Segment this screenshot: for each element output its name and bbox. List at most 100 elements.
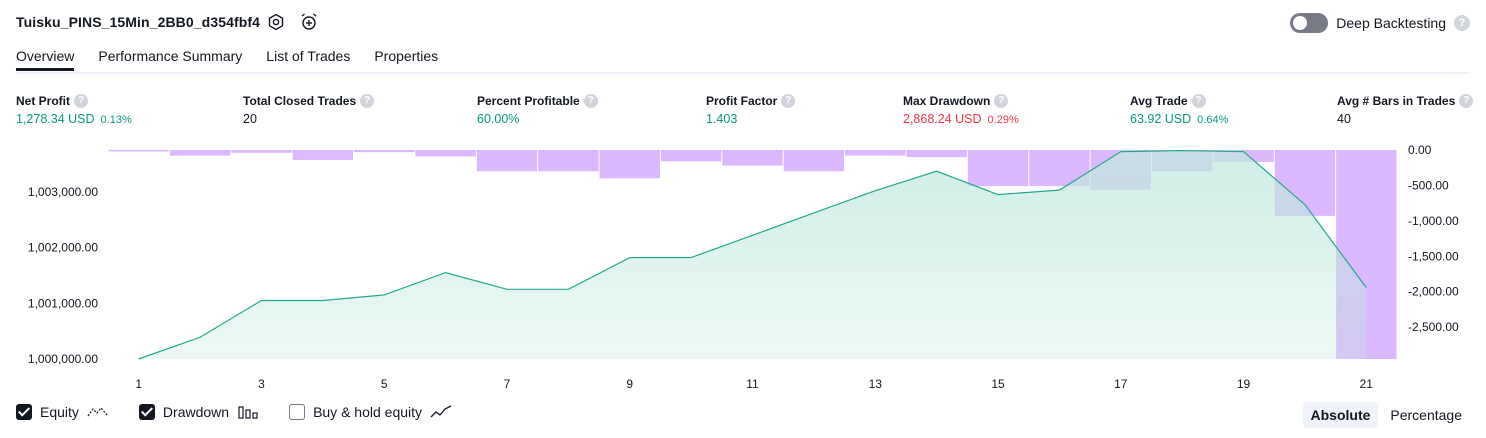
metric-value: 20: [243, 112, 257, 126]
percentage-button[interactable]: Percentage: [1390, 407, 1462, 423]
metric-label: Profit Factor: [706, 94, 778, 108]
equity-area: [138, 150, 1367, 359]
x-axis-label: 5: [381, 377, 388, 391]
metric-net-profit: Net Profit? 1,278.34 USD 0.13%: [16, 94, 132, 126]
drawdown-axis-label: -1,500.00: [1408, 249, 1459, 263]
drawdown-axis-label: -2,000.00: [1408, 285, 1459, 299]
metric-value: 1,278.34 USD: [16, 112, 95, 126]
legend-drawdown-label: Drawdown: [162, 404, 230, 420]
legend-equity[interactable]: Equity: [16, 404, 109, 420]
metric-label: Max Drawdown: [903, 94, 991, 108]
drawdown-bar: [906, 150, 967, 158]
metric-percent: 0.64%: [1197, 114, 1229, 126]
drawdown-bar: [783, 150, 845, 172]
metric-label: Percent Profitable: [477, 94, 580, 108]
drawdown-bar: [476, 150, 538, 172]
legend-buy-hold[interactable]: Buy & hold equity: [289, 404, 452, 420]
equity-line-icon: [87, 407, 109, 417]
metric-value: 40: [1337, 112, 1351, 126]
x-axis-label: 7: [504, 377, 511, 391]
strategy-title: Tuisku_PINS_15Min_2BB0_d354fbf4: [16, 14, 261, 30]
drawdown-axis-label: -500.00: [1408, 178, 1449, 192]
help-icon[interactable]: ?: [1454, 15, 1470, 31]
equity-line: [138, 149, 1367, 360]
add-alert-icon[interactable]: [299, 12, 319, 32]
scale-mode-switch: Absolute Percentage: [1302, 402, 1471, 428]
settings-icon[interactable]: [266, 12, 286, 32]
x-axis-label: 17: [1114, 377, 1128, 391]
metric-total-closed-trades: Total Closed Trades? 20: [243, 94, 375, 126]
equity-checkbox[interactable]: [16, 404, 32, 420]
drawdown-bar: [415, 150, 476, 157]
deep-backtesting: Deep Backtesting ?: [1290, 13, 1470, 33]
info-icon[interactable]: ?: [1459, 94, 1474, 108]
metric-label: Net Profit: [16, 94, 70, 108]
metric-value: 1.403: [706, 112, 738, 126]
drawdown-axis-label: -1,000.00: [1408, 214, 1459, 228]
buy-hold-line-icon: [430, 405, 452, 418]
info-icon[interactable]: ?: [74, 94, 88, 108]
info-icon[interactable]: ?: [1191, 94, 1206, 108]
drawdown-bar: [722, 150, 783, 166]
metric-label: Avg # Bars in Trades: [1337, 94, 1456, 108]
x-axis-label: 9: [626, 377, 633, 391]
x-axis-label: 1: [135, 377, 142, 391]
info-icon[interactable]: ?: [994, 94, 1009, 108]
tab-bar: Overview Performance Summary List of Tra…: [16, 48, 438, 71]
metric-avg-trade: Avg Trade? 63.92 USD 0.64%: [1130, 94, 1228, 126]
metric-profit-factor: Profit Factor? 1.403: [706, 94, 796, 126]
legend-equity-label: Equity: [40, 404, 79, 420]
tab-properties[interactable]: Properties: [374, 48, 439, 64]
drawdown-bar: [845, 150, 906, 156]
info-icon[interactable]: ?: [781, 94, 796, 108]
drawdown-axis-label: -2,500.00: [1408, 320, 1459, 334]
drawdown-bars-icon: [238, 406, 258, 419]
equity-axis-label: 1,003,000.00: [28, 185, 98, 199]
drawdown-bar: [354, 150, 415, 153]
tab-list-of-trades[interactable]: List of Trades: [266, 48, 351, 64]
equity-axis-label: 1,002,000.00: [28, 241, 98, 255]
x-axis-label: 19: [1237, 377, 1251, 391]
deep-backtesting-toggle[interactable]: [1290, 13, 1329, 33]
tab-divider: [16, 72, 1470, 74]
drawdown-bar: [599, 150, 660, 179]
metric-label: Avg Trade: [1130, 94, 1188, 108]
legend-drawdown[interactable]: Drawdown: [138, 404, 259, 420]
metric-max-drawdown: Max Drawdown? 2,868.24 USD 0.29%: [903, 94, 1019, 126]
drawdown-axis-label: 0.00: [1408, 143, 1432, 157]
metric-value: 63.92 USD: [1130, 112, 1192, 126]
metric-avg-bars-in-trades: Avg # Bars in Trades? 40: [1337, 94, 1474, 126]
equity-axis-label: 1,001,000.00: [28, 296, 98, 310]
equity-drawdown-chart[interactable]: 1,000,000.00 1,001,000.00 1,002,000.00 1,00…: [0, 140, 1486, 400]
tab-performance-summary[interactable]: Performance Summary: [98, 48, 243, 64]
x-axis-label: 11: [746, 377, 759, 391]
drawdown-bar: [292, 150, 354, 160]
metric-value: 2,868.24 USD: [903, 112, 982, 126]
info-icon[interactable]: ?: [360, 94, 375, 108]
metric-label: Total Closed Trades: [243, 94, 357, 108]
buy-hold-checkbox[interactable]: [289, 404, 306, 420]
equity-axis-label: 1,000,000.00: [28, 352, 98, 366]
drawdown-checkbox[interactable]: [138, 404, 155, 420]
metric-percent-profitable: Percent Profitable? 60.00%: [477, 94, 598, 126]
drawdown-bar: [108, 150, 169, 152]
chart-legend: Equity Drawdown Buy & hold equity: [16, 404, 452, 420]
drawdown-bar: [169, 150, 231, 156]
x-axis-label: 13: [869, 377, 883, 391]
drawdown-bar: [660, 150, 722, 162]
toggle-knob: [1293, 16, 1308, 30]
drawdown-bar: [538, 150, 599, 172]
x-axis-label: 21: [1360, 377, 1374, 391]
metric-value: 60.00%: [477, 112, 520, 126]
metric-percent: 0.29%: [987, 114, 1019, 126]
absolute-button[interactable]: Absolute: [1302, 402, 1379, 428]
x-axis-label: 3: [258, 377, 265, 391]
drawdown-bar: [231, 150, 292, 153]
metric-percent: 0.13%: [100, 114, 132, 126]
tab-overview[interactable]: Overview: [16, 48, 75, 71]
deep-backtesting-label: Deep Backtesting: [1336, 15, 1446, 31]
x-axis-label: 15: [991, 377, 1005, 391]
drawdown-bar: [967, 150, 1029, 187]
info-icon[interactable]: ?: [583, 94, 598, 108]
legend-buy-hold-label: Buy & hold equity: [313, 404, 423, 420]
